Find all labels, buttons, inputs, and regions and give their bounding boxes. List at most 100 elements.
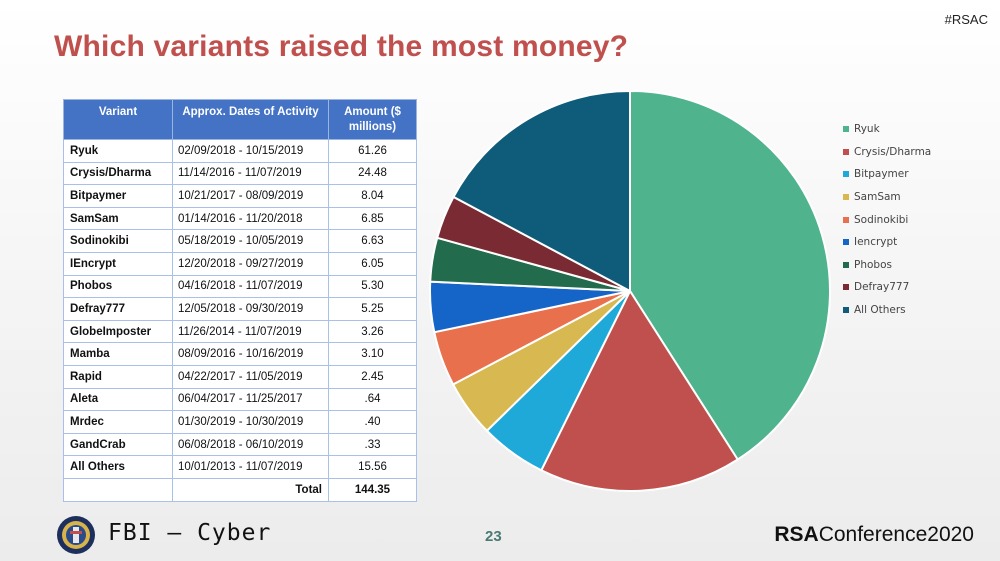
amount-cell: 5.30 (328, 274, 417, 299)
legend-label: Sodinokibi (854, 213, 909, 226)
table-row: Crysis/Dharma 11/14/2016 - 11/07/2019 24.4… (63, 161, 417, 186)
hashtag-label: #RSAC (944, 12, 988, 27)
legend-item: Phobos (843, 254, 931, 277)
legend-label: Phobos (854, 258, 892, 271)
legend-swatch (843, 284, 849, 291)
variant-cell: Sodinokibi (63, 229, 173, 253)
legend-swatch (843, 216, 849, 223)
table-row: Mrdec 01/30/2019 - 10/30/2019.40 (63, 410, 417, 434)
variant-cell: GlobeImposter (63, 319, 173, 344)
dates-cell: 12/20/2018 - 09/27/2019 (172, 251, 329, 276)
variants-table: Variant Approx. Dates of Activity Amount… (63, 99, 417, 502)
header-dates: Approx. Dates of Activity (172, 99, 329, 140)
table-row: All Others 10/01/2013 - 11/07/2019 15.56 (63, 455, 417, 479)
table-header-row: Variant Approx. Dates of Activity Amount… (63, 99, 417, 140)
legend-swatch (843, 194, 849, 201)
amount-cell: 3.10 (328, 342, 417, 366)
total-empty-cell (63, 477, 173, 502)
dates-cell: 01/30/2019 - 10/30/2019 (172, 410, 329, 434)
variant-cell: Bitpaymer (63, 184, 173, 208)
variant-cell: Defray777 (63, 297, 173, 321)
table-row: SamSam 01/14/2016 - 11/20/2018 6.85 (63, 206, 417, 231)
amount-cell: 6.85 (328, 206, 417, 231)
pie-slice-crysis-dharma (539, 288, 740, 492)
amount-cell: .64 (328, 387, 417, 412)
legend-item: SamSam (843, 186, 931, 209)
legend-swatch (843, 261, 849, 268)
variant-cell: Crysis/Dharma (63, 161, 173, 186)
variant-cell: All Others (63, 455, 173, 479)
legend-label: Iencrypt (854, 236, 898, 249)
table-row: GlobeImposter 11/26/2014 - 11/07/2019 3.26 (63, 319, 417, 344)
table-row: Ryuk 02/09/2018 - 10/15/2019 61.26 (63, 139, 417, 163)
amount-cell: 8.04 (328, 184, 417, 208)
legend-item: Bitpaymer (843, 163, 931, 186)
legend-item: Iencrypt (843, 231, 931, 254)
dates-cell: 12/05/2018 - 09/30/2019 (172, 297, 329, 321)
legend-item: Sodinokibi (843, 208, 931, 231)
legend-item: Defray777 (843, 276, 931, 299)
dates-cell: 06/04/2017 - 11/25/2017 (172, 387, 329, 412)
amount-cell: 6.63 (328, 229, 417, 253)
dates-cell: 01/14/2016 - 11/20/2018 (172, 206, 329, 231)
table-body: Ryuk 02/09/2018 - 10/15/2019 61.26 Crysis/D… (63, 139, 417, 502)
rsa-conference-logo: RSAConference2020 (774, 523, 974, 546)
footer-fbi-cyber: FBI – Cyber (108, 520, 272, 546)
header-amount: Amount ($ millions) (328, 99, 417, 140)
pie-slice-all-others (452, 89, 631, 293)
dates-cell: 11/26/2014 - 11/07/2019 (172, 319, 329, 344)
table-row: Mamba 08/09/2016 - 10/16/2019 3.10 (63, 342, 417, 366)
amount-cell: .40 (328, 410, 417, 434)
table-row: Bitpaymer 10/21/2017 - 08/09/2019 8.04 (63, 184, 417, 208)
amount-cell: .33 (328, 432, 417, 457)
table-row: GandCrab 06/08/2018 - 06/10/2019.33 (63, 432, 417, 457)
amount-cell: 15.56 (328, 455, 417, 479)
legend-label: SamSam (854, 191, 901, 204)
table-row: IEncrypt 12/20/2018 - 09/27/2019 6.05 (63, 251, 417, 276)
legend-label: All Others (854, 304, 906, 317)
amount-cell: 2.45 (328, 364, 417, 389)
variant-cell: Phobos (63, 274, 173, 299)
amount-cell: 6.05 (328, 251, 417, 276)
variant-cell: SamSam (63, 206, 173, 231)
legend-swatch (843, 307, 849, 314)
dates-cell: 04/16/2018 - 11/07/2019 (172, 274, 329, 299)
page-number: 23 (485, 528, 502, 545)
slide-title: Which variants raised the most money? (54, 30, 629, 63)
legend-item: Ryuk (843, 118, 931, 141)
table-row: Phobos 04/16/2018 - 11/07/2019 5.30 (63, 274, 417, 299)
variant-cell: Mamba (63, 342, 173, 366)
table-row: Sodinokibi 05/18/2019 - 10/05/2019 6.63 (63, 229, 417, 253)
legend-swatch (843, 126, 849, 133)
amount-cell: 61.26 (328, 139, 417, 163)
legend-swatch (843, 148, 849, 155)
amount-cell: 3.26 (328, 319, 417, 344)
legend-item: All Others (843, 299, 931, 322)
amount-cell: 24.48 (328, 161, 417, 186)
dates-cell: 04/22/2017 - 11/05/2019 (172, 364, 329, 389)
total-value: 144.35 (328, 477, 417, 502)
total-label: Total (172, 477, 329, 502)
legend-swatch (843, 239, 849, 246)
amount-cell: 5.25 (328, 297, 417, 321)
chart-legend: Ryuk Crysis/Dharma Bitpaymer SamSam Sodinoki… (843, 118, 931, 321)
dates-cell: 05/18/2019 - 10/05/2019 (172, 229, 329, 253)
header-variant: Variant (63, 99, 173, 140)
legend-item: Crysis/Dharma (843, 141, 931, 164)
dates-cell: 08/09/2016 - 10/16/2019 (172, 342, 329, 366)
variant-cell: Aleta (63, 387, 173, 412)
dates-cell: 10/01/2013 - 11/07/2019 (172, 455, 329, 479)
table-total-row: Total 144.35 (63, 477, 417, 502)
legend-label: Crysis/Dharma (854, 145, 932, 158)
variant-cell: Rapid (63, 364, 173, 389)
legend-swatch (843, 171, 849, 178)
legend-label: Ryuk (854, 123, 880, 136)
fbi-seal-icon (57, 516, 95, 554)
table-row: Rapid 04/22/2017 - 11/05/2019 2.45 (63, 364, 417, 389)
legend-label: Defray777 (854, 281, 910, 294)
variant-cell: IEncrypt (63, 251, 173, 276)
legend-label: Bitpaymer (854, 168, 909, 181)
dates-cell: 02/09/2018 - 10/15/2019 (172, 139, 329, 163)
variant-cell: GandCrab (63, 432, 173, 457)
variant-cell: Ryuk (63, 139, 173, 163)
